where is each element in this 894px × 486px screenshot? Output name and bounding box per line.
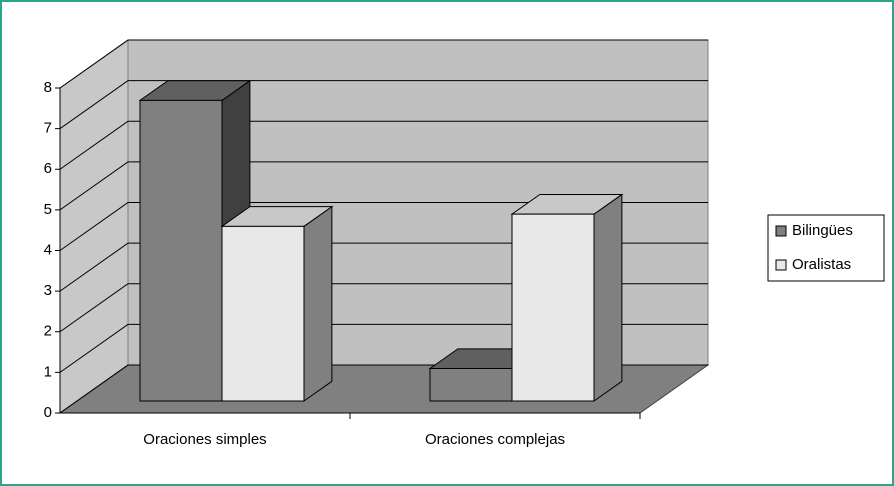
y-tick-label: 0 xyxy=(44,404,52,421)
legend-label: Bilingües xyxy=(792,222,853,239)
y-tick-label: 7 xyxy=(44,120,52,137)
y-tick-label: 1 xyxy=(44,363,52,380)
y-tick-label: 4 xyxy=(44,241,52,258)
bar xyxy=(139,99,223,402)
legend-swatch xyxy=(775,259,787,271)
legend-label: Oralistas xyxy=(792,256,851,273)
grid-line xyxy=(59,39,708,89)
x-tick-label: Oraciones simples xyxy=(143,431,266,448)
x-tick-label: Oraciones complejas xyxy=(425,431,565,448)
legend-box xyxy=(767,214,885,282)
y-tick-label: 6 xyxy=(44,160,52,177)
bar-side xyxy=(303,205,333,402)
grid-line xyxy=(59,80,708,130)
y-tick-label: 8 xyxy=(44,79,52,96)
grid-line xyxy=(59,120,708,170)
grid-line xyxy=(59,161,708,211)
bar xyxy=(511,213,595,402)
bar xyxy=(429,368,513,402)
y-tick-label: 2 xyxy=(44,323,52,340)
y-tick-label: 3 xyxy=(44,282,52,299)
y-tick-label: 5 xyxy=(44,201,52,218)
bar xyxy=(221,225,305,402)
legend-swatch xyxy=(775,225,787,237)
bar-side xyxy=(593,193,623,402)
grid-line xyxy=(59,202,708,251)
